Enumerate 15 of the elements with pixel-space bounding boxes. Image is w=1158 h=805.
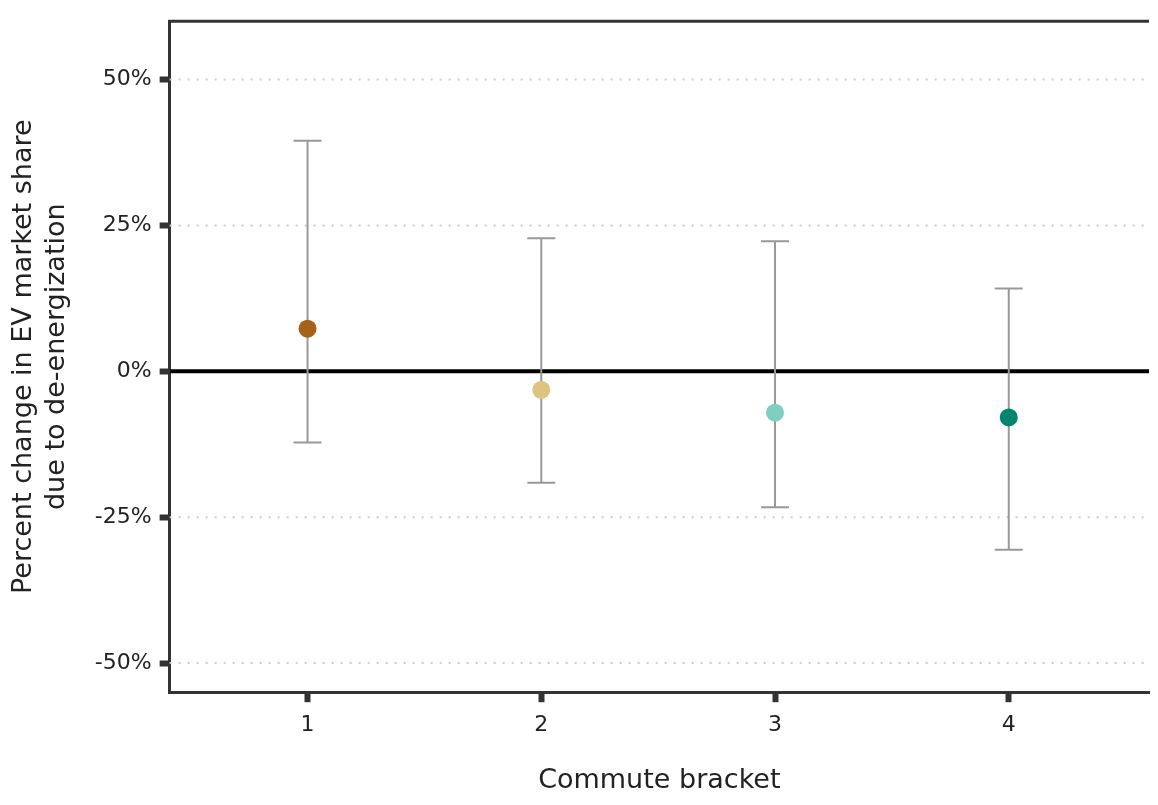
point <box>298 319 317 338</box>
y-tick-label: 0% <box>116 357 152 383</box>
y-tick-label: 25% <box>102 211 152 237</box>
y-tick-label: -25% <box>94 502 152 528</box>
y-axis-title: Percent change in EV market share due to de-energization <box>6 119 70 595</box>
y-tick-label: -50% <box>94 648 152 674</box>
x-tick-label: 3 <box>768 711 783 737</box>
point <box>532 380 551 399</box>
x-tick-label: 4 <box>1001 711 1016 737</box>
y-tick-label: 50% <box>102 65 152 91</box>
x-tick-label: 1 <box>300 711 315 737</box>
x-axis-title: Commute bracket <box>538 762 781 794</box>
x-tick-label: 2 <box>534 711 549 737</box>
point <box>999 408 1018 427</box>
point <box>766 403 785 422</box>
